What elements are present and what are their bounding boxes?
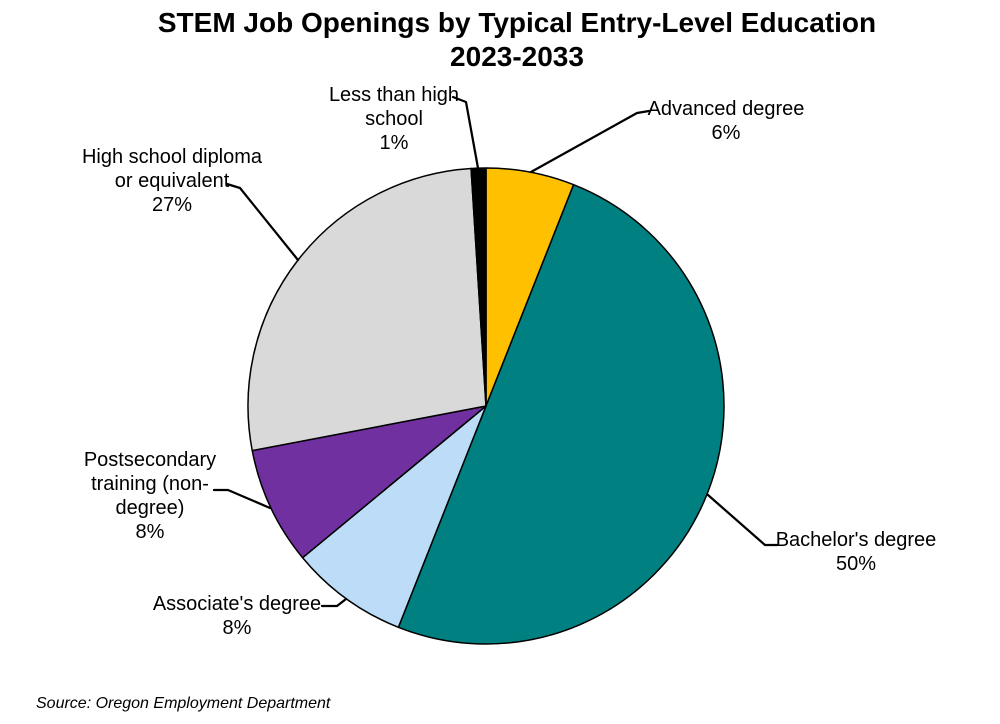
leader-line-associate-s-degree (320, 597, 348, 608)
leader-line-less-than-high-school (451, 95, 480, 170)
leader-line-bachelor-s-degree (706, 493, 779, 547)
chart-title-line1: STEM Job Openings by Typical Entry-Level… (157, 7, 877, 38)
slice-label-postsecondary-training: Postsecondary training (non- degree) 8% (83, 449, 217, 543)
leader-line-high-school-diploma-or-equivalent (225, 182, 300, 262)
slice-label-bachelors-degree: Bachelor's degree 50% (775, 529, 937, 575)
slice-label-associates-degree: Associate's degree 8% (152, 593, 322, 639)
slice-label-less-than-high-school: Less than high school 1% (328, 84, 460, 154)
slice-label-high-school-diploma: High school diploma or equivalent 27% (81, 146, 263, 216)
leader-line-advanced-degree (529, 109, 651, 174)
chart-title: STEM Job Openings by Typical Entry-Level… (34, 6, 1000, 74)
slice-label-advanced-degree: Advanced degree 6% (647, 98, 805, 144)
leader-line-postsecondary-training-non-degree (212, 488, 272, 510)
chart-title-line2: 2023-2033 (450, 41, 584, 72)
pie-slice-high-school-diploma-or-equivalent (247, 167, 487, 452)
pie-slice-bachelor-s-degree (397, 183, 725, 645)
source-note: Source: Oregon Employment Department (36, 695, 331, 712)
